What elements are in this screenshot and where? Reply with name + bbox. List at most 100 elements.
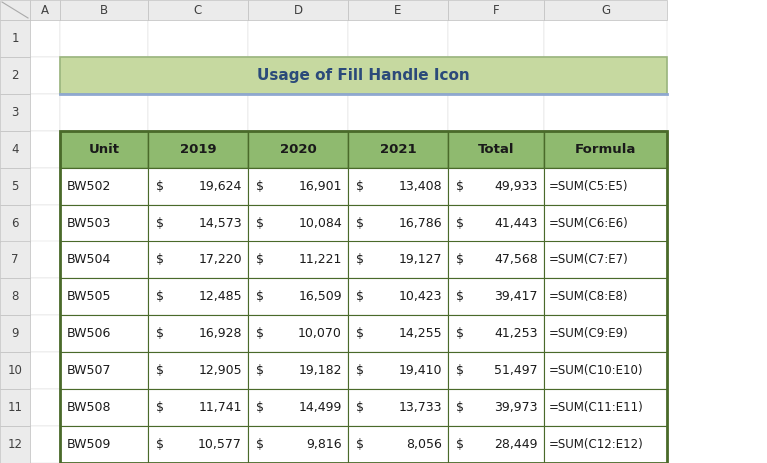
Text: 28,449: 28,449 [495, 438, 538, 451]
Bar [544, 242, 667, 278]
Text: 19,182: 19,182 [298, 364, 342, 377]
Bar [148, 0, 248, 20]
Text: B: B [100, 4, 108, 17]
Text: $: $ [156, 217, 164, 230]
Bar [60, 205, 148, 242]
Text: BW503: BW503 [67, 217, 111, 230]
Text: 2021: 2021 [380, 143, 416, 156]
Text: 4: 4 [12, 143, 18, 156]
Bar [348, 94, 448, 131]
Bar [448, 57, 544, 94]
Text: 1: 1 [12, 32, 18, 45]
Text: 10,577: 10,577 [198, 438, 242, 451]
Text: $: $ [256, 290, 264, 303]
Text: 41,253: 41,253 [495, 327, 538, 340]
Text: 13,408: 13,408 [398, 180, 442, 193]
Bar [60, 389, 148, 426]
Bar [544, 278, 667, 315]
Text: 51,497: 51,497 [495, 364, 538, 377]
Text: 3: 3 [12, 106, 18, 119]
Text: $: $ [456, 217, 464, 230]
Text: BW507: BW507 [67, 364, 111, 377]
Bar [30, 57, 60, 94]
Bar [248, 205, 348, 242]
Bar [148, 57, 248, 94]
Text: =SUM(C9:E9): =SUM(C9:E9) [549, 327, 629, 340]
Bar [60, 426, 148, 463]
Bar [60, 278, 148, 315]
Bar [60, 20, 148, 57]
Text: Formula: Formula [574, 143, 636, 156]
Bar [248, 315, 348, 352]
Bar [448, 278, 544, 315]
Bar [544, 94, 667, 131]
Bar [544, 426, 667, 463]
Bar [348, 131, 448, 168]
Bar [0, 168, 30, 205]
Bar [30, 389, 60, 426]
Bar [60, 57, 667, 94]
Bar [448, 278, 544, 315]
Bar [248, 278, 348, 315]
Text: BW504: BW504 [67, 253, 111, 267]
Bar [148, 426, 248, 463]
Bar [348, 315, 448, 352]
Text: $: $ [456, 327, 464, 340]
Text: 10,084: 10,084 [298, 217, 342, 230]
Text: $: $ [456, 290, 464, 303]
Text: 6: 6 [12, 217, 18, 230]
Bar [148, 131, 248, 168]
Text: BW509: BW509 [67, 438, 111, 451]
Text: 2: 2 [12, 69, 18, 82]
Bar [0, 352, 30, 389]
Bar [30, 315, 60, 352]
Text: =SUM(C12:E12): =SUM(C12:E12) [549, 438, 644, 451]
Bar [448, 389, 544, 426]
Bar [60, 131, 148, 168]
Bar [0, 426, 30, 463]
Bar [448, 131, 544, 168]
Text: 49,933: 49,933 [495, 180, 538, 193]
Bar [148, 205, 248, 242]
Bar [448, 315, 544, 352]
Text: BW505: BW505 [67, 290, 111, 303]
Text: $: $ [356, 438, 364, 451]
Text: =SUM(C5:E5): =SUM(C5:E5) [549, 180, 628, 193]
Bar [348, 389, 448, 426]
Text: 8: 8 [12, 290, 18, 303]
Bar [148, 389, 248, 426]
Bar [30, 94, 60, 131]
Bar [544, 168, 667, 205]
Bar [60, 352, 148, 389]
Bar [0, 278, 30, 315]
Bar [248, 57, 348, 94]
Text: =SUM(C8:E8): =SUM(C8:E8) [549, 290, 628, 303]
Text: 13,733: 13,733 [399, 401, 442, 414]
Bar [248, 426, 348, 463]
Text: $: $ [156, 290, 164, 303]
Bar [30, 20, 60, 57]
Bar [448, 315, 544, 352]
Text: 10,070: 10,070 [298, 327, 342, 340]
Text: 39,973: 39,973 [495, 401, 538, 414]
Bar [30, 0, 60, 20]
Text: 16,786: 16,786 [398, 217, 442, 230]
Text: 10,423: 10,423 [399, 290, 442, 303]
Text: 14,573: 14,573 [199, 217, 242, 230]
Bar [148, 94, 248, 131]
Text: 11,741: 11,741 [199, 401, 242, 414]
Bar [544, 168, 667, 205]
Bar [60, 94, 148, 131]
Bar [544, 389, 667, 426]
Bar [544, 131, 667, 168]
Bar [348, 352, 448, 389]
Bar [248, 20, 348, 57]
Bar [148, 168, 248, 205]
Text: F: F [492, 4, 499, 17]
Text: $: $ [456, 253, 464, 267]
Text: 5: 5 [12, 180, 18, 193]
Text: $: $ [356, 327, 364, 340]
Text: D: D [294, 4, 302, 17]
Bar [348, 242, 448, 278]
Bar [544, 352, 667, 389]
